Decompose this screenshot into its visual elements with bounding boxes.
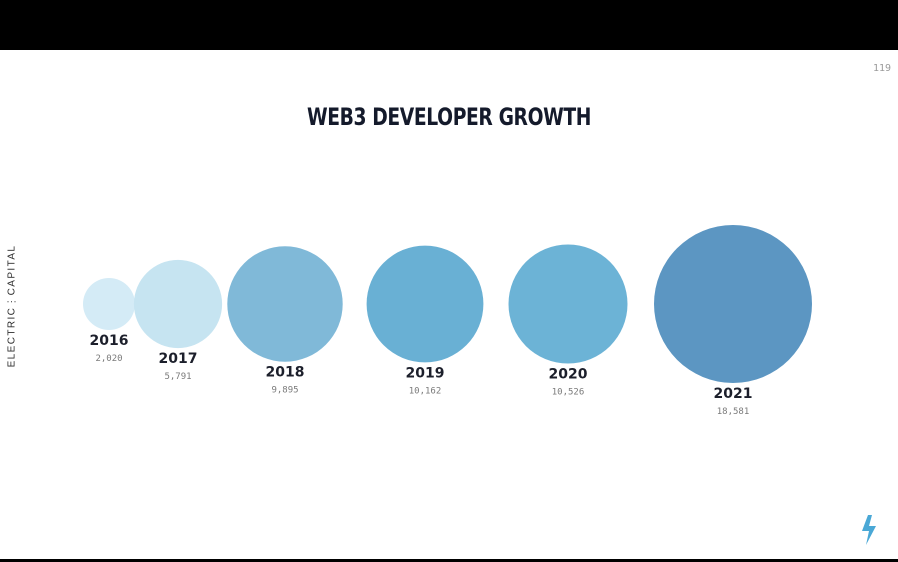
value-label: 5,791	[164, 372, 191, 382]
value-label: 9,895	[271, 386, 298, 396]
year-label: 2019	[406, 365, 445, 381]
bubble-chart: 2016 2,020 2017 5,791 2018 9,895 2019 10,162 202…	[83, 225, 812, 417]
bubble-2016	[83, 278, 135, 330]
slide: 119 WEB3 DEVELOPER GROWTH ELECTRIC⋮CAPIT…	[0, 50, 898, 559]
value-label: 10,526	[552, 388, 585, 398]
bubble-2018	[227, 246, 343, 362]
chart-title: WEB3 DEVELOPER GROWTH	[306, 103, 592, 131]
value-label: 2,020	[95, 354, 122, 364]
bubble-2021	[654, 225, 812, 383]
lightning-bolt-icon	[862, 515, 876, 545]
year-label: 2018	[266, 365, 305, 381]
value-label: 10,162	[409, 386, 442, 396]
value-label: 18,581	[717, 407, 750, 417]
year-label: 2021	[714, 386, 753, 402]
year-label: 2017	[159, 351, 198, 367]
bubble-2017	[133, 259, 223, 349]
year-label: 2020	[549, 367, 588, 383]
bubble-2019	[366, 245, 484, 363]
year-label: 2016	[90, 333, 129, 349]
bubble-2020	[508, 244, 628, 364]
page-number: 119	[872, 63, 891, 74]
